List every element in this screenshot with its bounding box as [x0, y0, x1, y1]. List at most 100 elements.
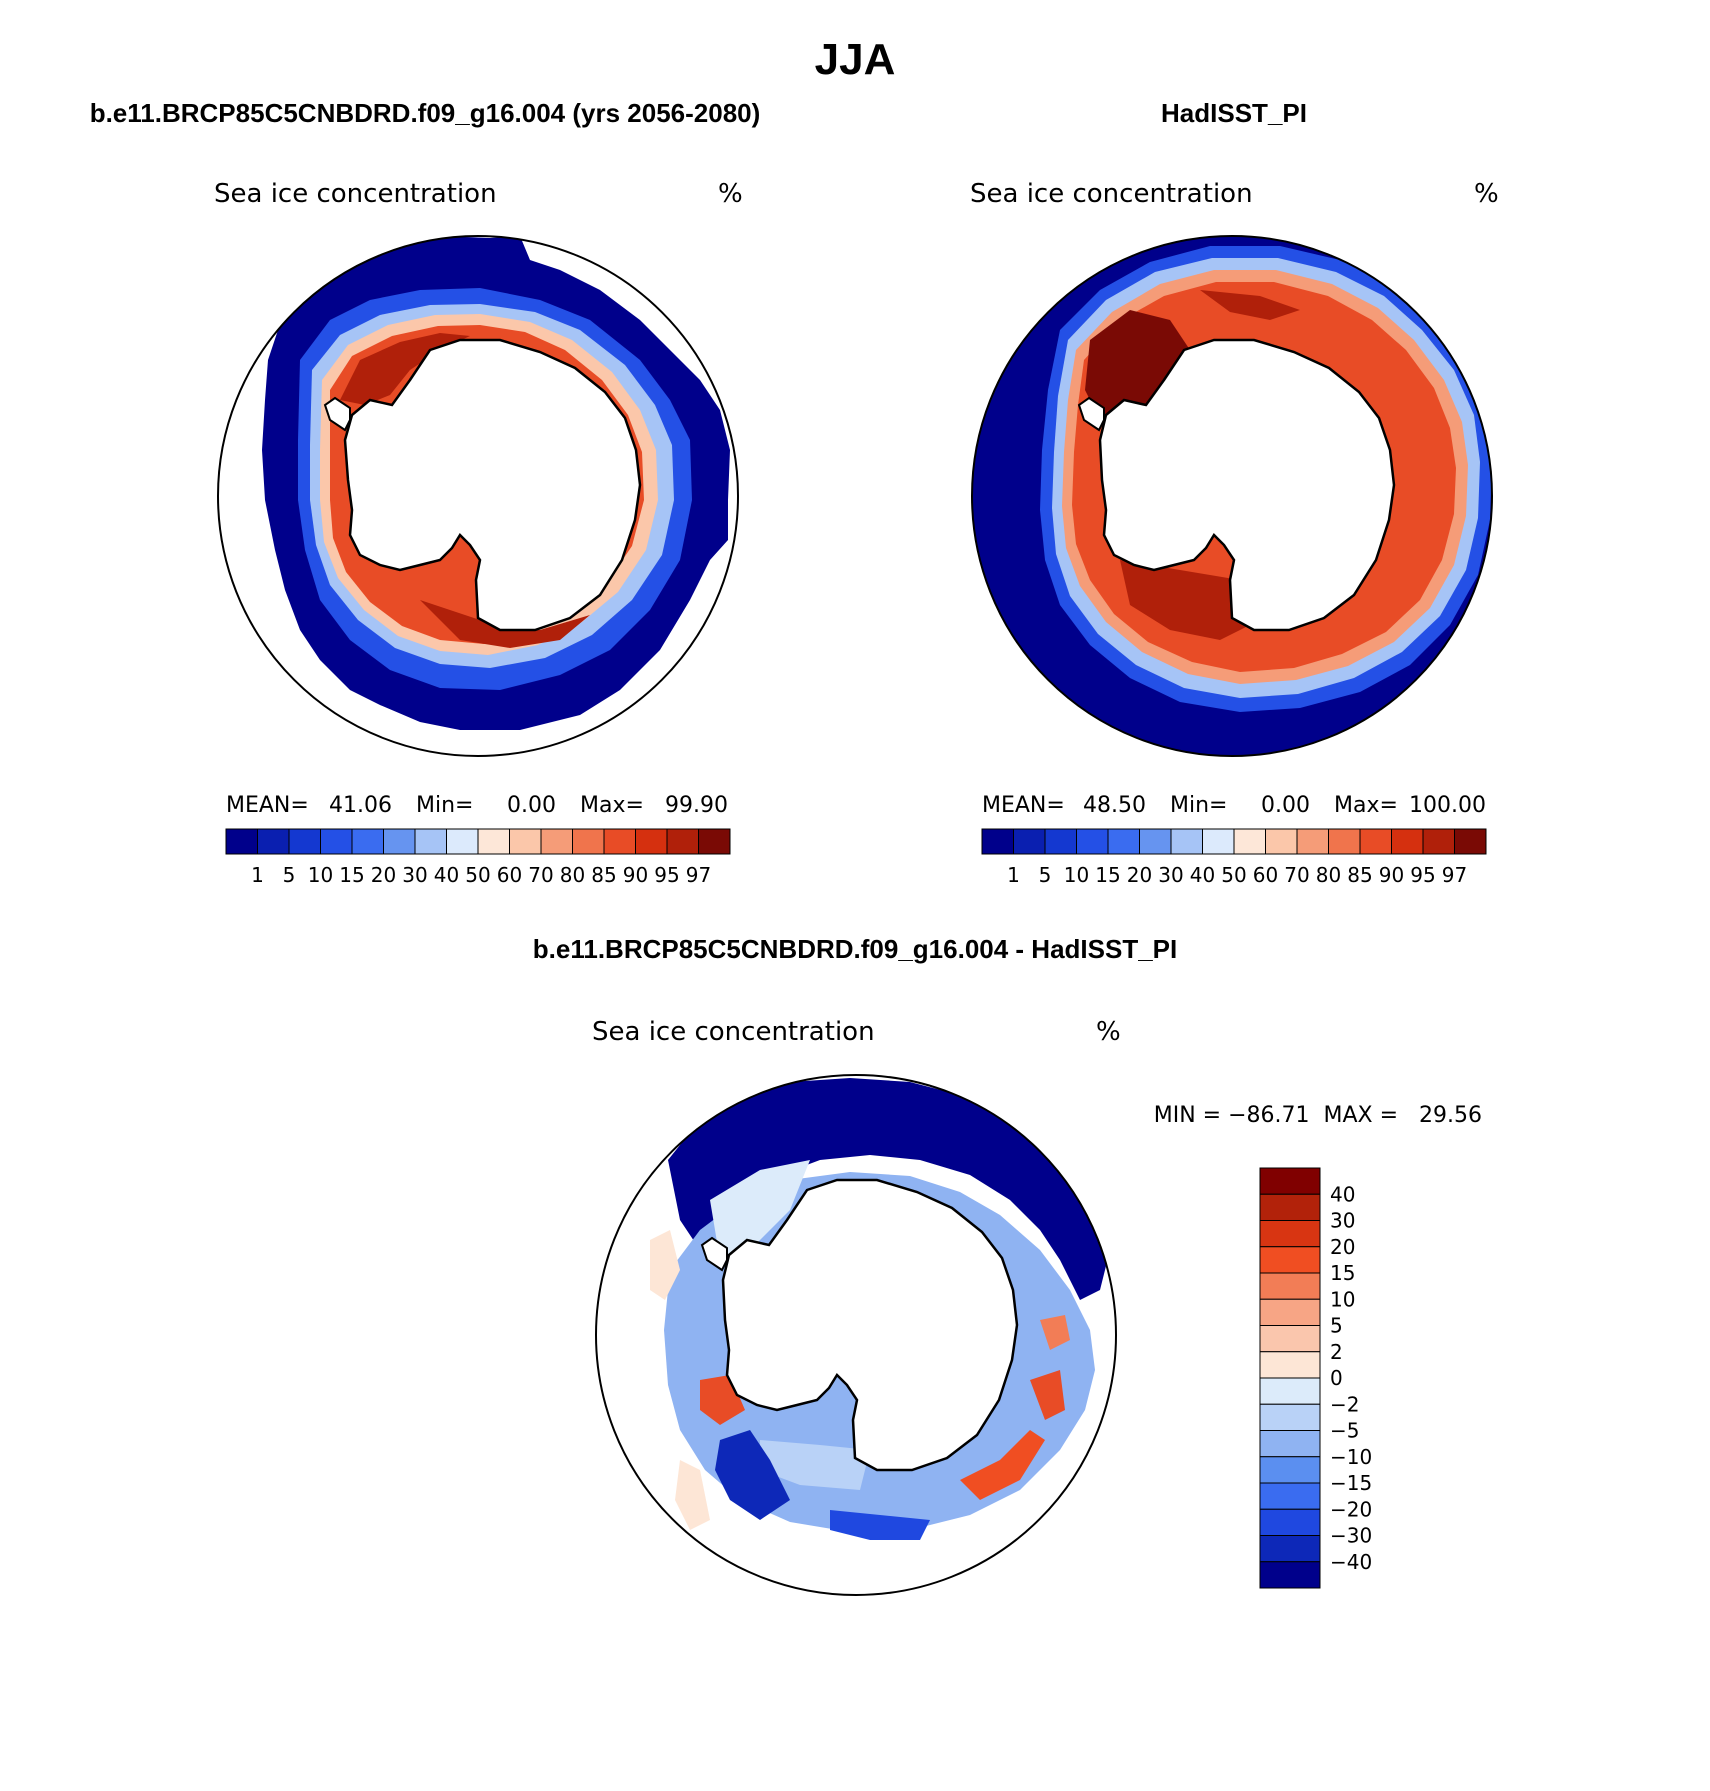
- model-max-value: 99.90: [665, 793, 728, 818]
- diff-colorbar-swatch: [1259, 1482, 1321, 1510]
- obs-colorbar-swatch: [1233, 828, 1266, 855]
- diff-colorbar-swatch: [1259, 1246, 1321, 1274]
- model-colorbar-tick-label: 60: [497, 863, 522, 887]
- model-panel-header: b.e11.BRCP85C5CNBDRD.f09_g16.004 (yrs 20…: [90, 98, 761, 128]
- model-colorbar-tick-label: 85: [591, 863, 616, 887]
- diff-colorbar-swatch: [1259, 1167, 1321, 1195]
- diff-colorbar-tick-label: 20: [1330, 1235, 1355, 1259]
- obs-colorbar-tick-label: 15: [1095, 863, 1120, 887]
- diff-colorbar-tick-label: 2: [1330, 1340, 1343, 1364]
- obs-colorbar-swatch: [1328, 828, 1361, 855]
- obs-colorbar-tick-label: 90: [1379, 863, 1404, 887]
- obs-colorbar-swatch: [1170, 828, 1203, 855]
- diff-colorbar-swatch: [1259, 1298, 1321, 1326]
- model-map: [217, 235, 739, 757]
- model-colorbar-swatch: [477, 828, 510, 855]
- model-min-label: Min=: [416, 793, 473, 818]
- diff-map: [595, 1074, 1117, 1596]
- model-mean-value: 41.06: [329, 793, 392, 818]
- obs-min-value: 0.00: [1261, 793, 1310, 818]
- obs-colorbar-tick-label: 30: [1158, 863, 1183, 887]
- diff-colorbar-tick-label: −40: [1330, 1550, 1372, 1574]
- model-colorbar-tick-label: 70: [528, 863, 553, 887]
- model-mean-label: MEAN=: [226, 793, 309, 818]
- obs-colorbar-swatch: [1013, 828, 1046, 855]
- model-colorbar-swatch: [698, 828, 731, 855]
- diff-colorbar-swatch: [1259, 1325, 1321, 1353]
- obs-colorbar-tick-label: 50: [1221, 863, 1246, 887]
- obs-colorbar-swatch: [1044, 828, 1077, 855]
- obs-colorbar-swatch: [1265, 828, 1298, 855]
- obs-max-value: 100.00: [1409, 793, 1486, 818]
- obs-panel-header: HadISST_PI: [1161, 98, 1307, 128]
- model-colorbar-swatch: [320, 828, 353, 855]
- obs-colorbar-tick-label: 97: [1442, 863, 1467, 887]
- diff-stats: MIN = −86.71 MAX = 29.56: [1154, 1103, 1482, 1128]
- model-colorbar-tick-label: 50: [465, 863, 490, 887]
- model-colorbar-swatch: [383, 828, 416, 855]
- diff-colorbar-tick-label: −30: [1330, 1524, 1372, 1548]
- diff-colorbar-swatch: [1259, 1456, 1321, 1484]
- obs-colorbar-tick-label: 85: [1347, 863, 1372, 887]
- model-colorbar-tick-label: 80: [560, 863, 585, 887]
- obs-colorbar-swatch: [1359, 828, 1392, 855]
- obs-colorbar-tick-label: 70: [1284, 863, 1309, 887]
- diff-colorbar-tick-label: −5: [1330, 1419, 1359, 1443]
- model-colorbar-swatch: [351, 828, 384, 855]
- obs-colorbar-tick-label: 1: [1007, 863, 1020, 887]
- diff-colorbar-swatch: [1259, 1561, 1321, 1589]
- diff-colorbar-swatch: [1259, 1272, 1321, 1300]
- obs-mean-value: 48.50: [1083, 793, 1146, 818]
- diff-colorbar-swatch: [1259, 1430, 1321, 1458]
- model-units-label: %: [718, 179, 743, 209]
- obs-colorbar-tick-label: 20: [1127, 863, 1152, 887]
- model-colorbar-tick-label: 90: [623, 863, 648, 887]
- model-colorbar-tick-label: 10: [308, 863, 333, 887]
- obs-colorbar-swatch: [1076, 828, 1109, 855]
- diff-colorbar-tick-label: 0: [1330, 1366, 1343, 1390]
- diff-colorbar-swatch: [1259, 1535, 1321, 1563]
- model-min-value: 0.00: [507, 793, 556, 818]
- model-stats: MEAN= 41.06 Min= 0.00 Max= 99.90: [226, 793, 728, 818]
- obs-colorbar-swatch: [1296, 828, 1329, 855]
- obs-min-label: Min=: [1170, 793, 1227, 818]
- diff-colorbar-swatch: [1259, 1508, 1321, 1536]
- obs-colorbar-swatch: [1422, 828, 1455, 855]
- obs-units-label: %: [1474, 179, 1499, 209]
- main-title: JJA: [815, 35, 896, 84]
- diff-colorbar-swatch: [1259, 1403, 1321, 1431]
- diff-colorbar-swatch: [1259, 1193, 1321, 1221]
- model-colorbar-tick-label: 15: [339, 863, 364, 887]
- diff-colorbar-tick-label: 40: [1330, 1182, 1355, 1206]
- obs-colorbar-swatch: [1454, 828, 1487, 855]
- model-colorbar-tick-label: 97: [686, 863, 711, 887]
- model-max-label: Max=: [580, 793, 644, 818]
- obs-colorbar-swatch: [981, 828, 1014, 855]
- model-colorbar-tick-label: 1: [251, 863, 264, 887]
- obs-colorbar-swatch: [1202, 828, 1235, 855]
- model-colorbar-swatch: [446, 828, 479, 855]
- model-colorbar-swatch: [572, 828, 605, 855]
- model-colorbar-swatch: [509, 828, 542, 855]
- model-colorbar-swatch: [288, 828, 321, 855]
- model-colorbar-swatch: [540, 828, 573, 855]
- model-colorbar-swatch: [635, 828, 668, 855]
- diff-colorbar-tick-label: 10: [1330, 1287, 1355, 1311]
- model-colorbar-tick-label: 30: [402, 863, 427, 887]
- obs-max-label: Max=: [1334, 793, 1398, 818]
- model-colorbar-tick-label: 95: [654, 863, 679, 887]
- diff-colorbar-tick-label: −15: [1330, 1471, 1372, 1495]
- obs-colorbar-swatch: [1107, 828, 1140, 855]
- obs-colorbar-tick-label: 40: [1190, 863, 1215, 887]
- model-colorbar-swatch: [666, 828, 699, 855]
- obs-stats: MEAN= 48.50 Min= 0.00 Max= 100.00: [982, 793, 1486, 818]
- diff-colorbar-tick-label: −2: [1330, 1392, 1359, 1416]
- model-colorbar-swatch: [414, 828, 447, 855]
- obs-colorbar-swatch: [1139, 828, 1172, 855]
- diff-colorbar-swatch: [1259, 1220, 1321, 1248]
- obs-colorbar-tick-label: 5: [1039, 863, 1052, 887]
- model-colorbar-swatch: [603, 828, 636, 855]
- obs-colorbar-tick-label: 95: [1410, 863, 1435, 887]
